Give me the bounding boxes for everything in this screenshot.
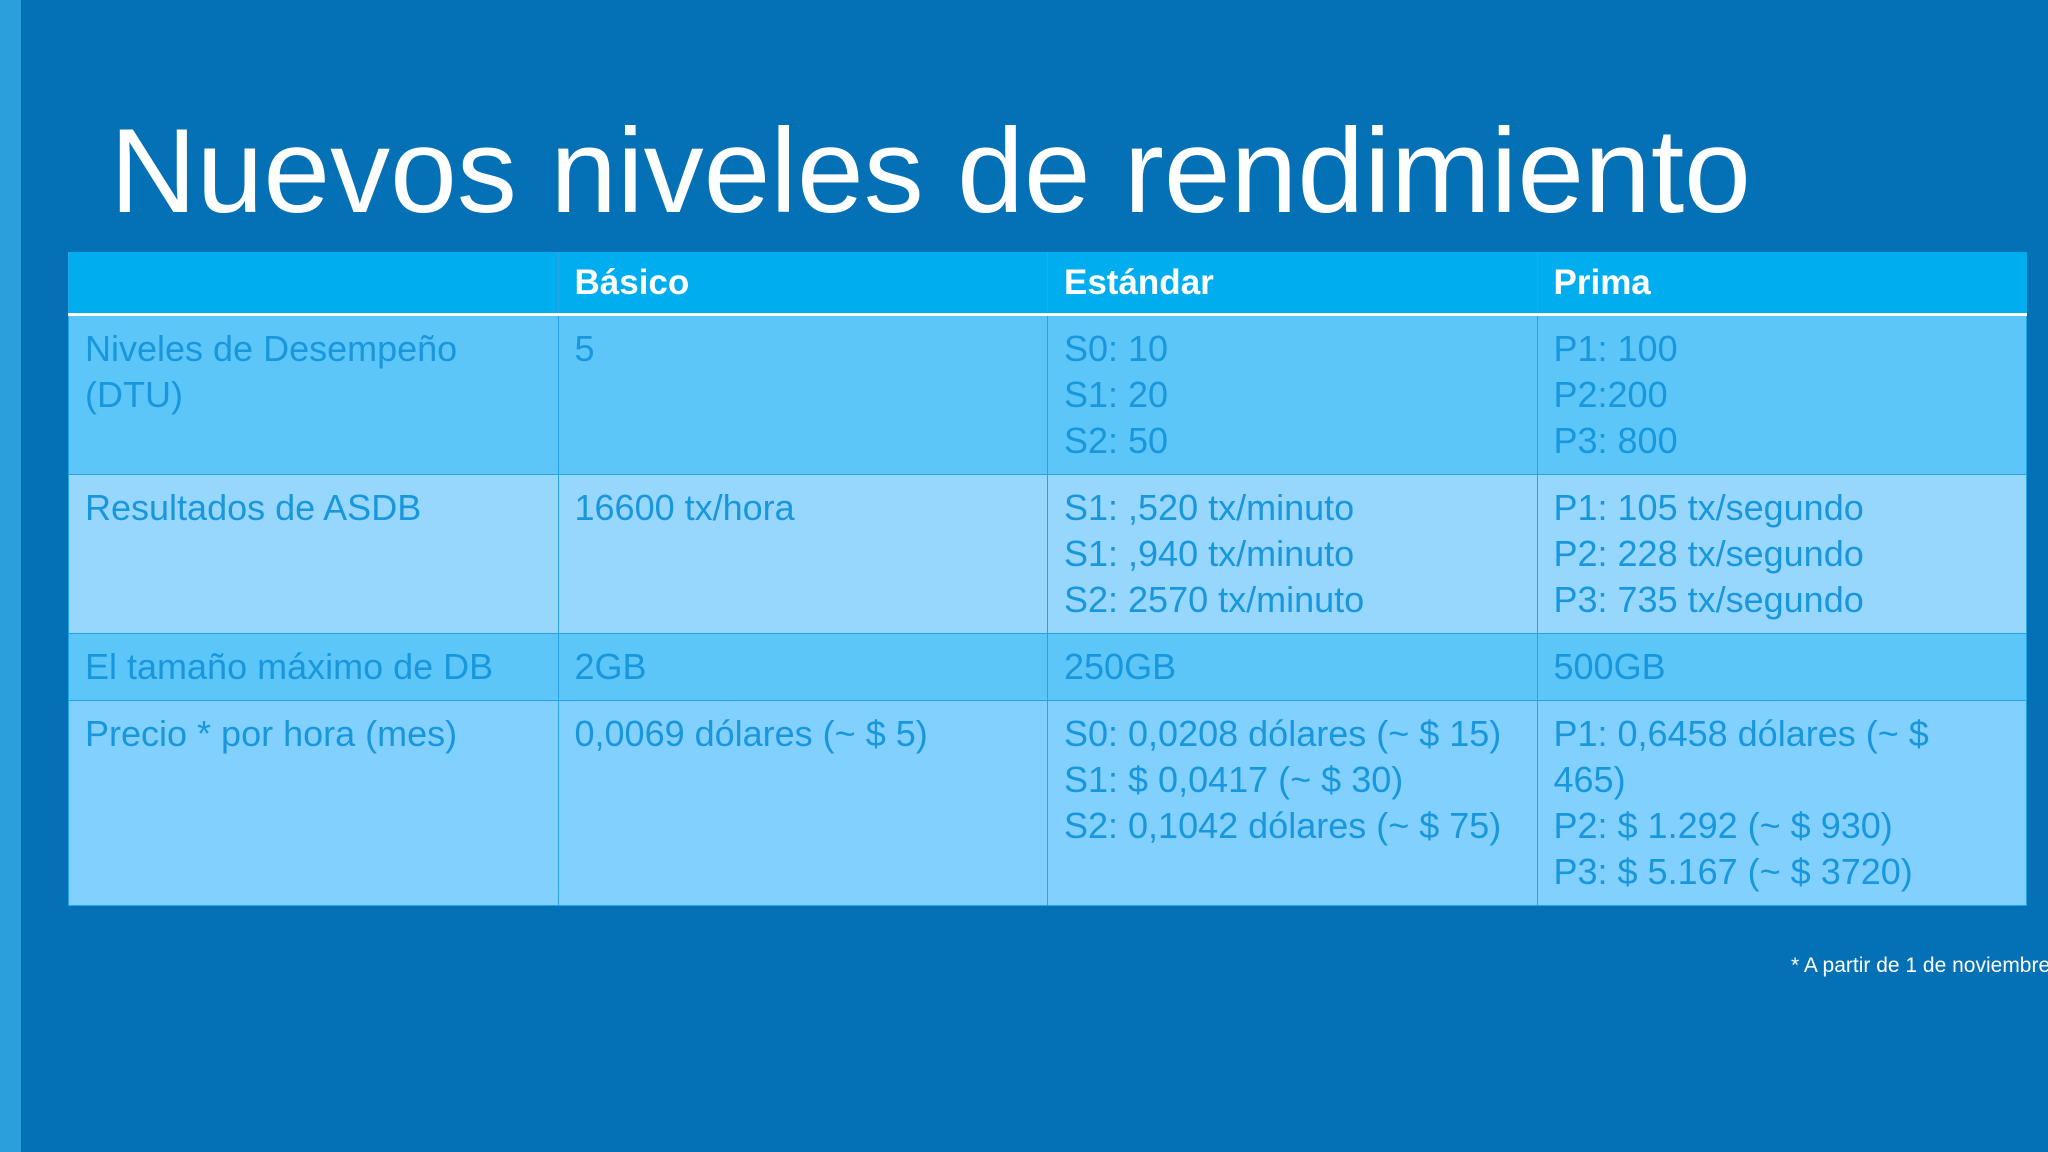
cell-text: (DTU) [85,374,183,415]
cell-text: 0,0069 dólares (~ $ 5) [574,713,928,754]
cell-text: Resultados de ASDB [85,487,422,528]
basic-cell: 2GB [557,633,1048,701]
cell-text: P2:200 [1553,374,1668,415]
row-label-cell: Niveles de Desempeño (DTU) [68,314,559,475]
premium-cell: P1: 100 P2:200 P3: 800 [1536,314,2027,475]
slide-title: Nuevos niveles de rendimiento [110,104,1751,238]
cell-text: P3: 735 tx/segundo [1553,579,1864,620]
cell-text: Precio * por hora (mes) [85,713,458,754]
row-label-cell: Precio * por hora (mes) [68,700,559,906]
basic-cell: 16600 tx/hora [557,474,1048,634]
cell-text: P2: $ 1.292 (~ $ 930) [1553,805,1893,846]
standard-cell: S0: 0,0208 dólares (~ $ 15) S1: $ 0,0417… [1047,700,1538,906]
standard-cell: S1: ,520 tx/minuto S1: ,940 tx/minuto S2… [1047,474,1538,634]
header-empty [68,252,558,316]
cell-text: S2: 0,1042 dólares (~ $ 75) [1064,805,1502,846]
cell-text: El tamaño máximo de DB [85,646,494,687]
header-premium: Prima [1536,252,2027,316]
cell-text: P2: 228 tx/segundo [1553,533,1864,574]
standard-cell: 250GB [1047,633,1538,701]
cell-text: S1: ,940 tx/minuto [1064,533,1355,574]
cell-text: P3: $ 5.167 (~ $ 3720) [1553,851,1913,892]
cell-text: S0: 0,0208 dólares (~ $ 15) [1064,713,1502,754]
cell-text: Niveles de Desempeño [85,328,458,369]
left-accent-strip [0,0,21,1152]
cell-text: 250GB [1064,646,1177,687]
header-basic: Básico [557,252,1048,316]
basic-cell: 5 [557,314,1048,475]
cell-text: S1: $ 0,0417 (~ $ 30) [1064,759,1404,800]
cell-text: S0: 10 [1064,328,1169,369]
table-header-row: Básico Estándar Prima [68,252,2027,316]
row-label-cell: Resultados de ASDB [68,474,559,634]
cell-text: P1: 100 [1553,328,1678,369]
table-row: El tamaño máximo de DB 2GB 250GB 500GB [68,633,2027,701]
cell-text: P1: 0,6458 dólares (~ $ 465) [1553,713,1929,800]
cell-text: 5 [574,328,595,369]
standard-cell: S0: 10 S1: 20 S2: 50 [1047,314,1538,475]
premium-cell: P1: 0,6458 dólares (~ $ 465) P2: $ 1.292… [1536,700,2027,906]
cell-text: S2: 2570 tx/minuto [1064,579,1365,620]
table-row: Resultados de ASDB 16600 tx/hora S1: ,52… [68,474,2027,634]
footnote: * A partir de 1 de noviembre [1791,954,2048,977]
row-label-cell: El tamaño máximo de DB [68,633,559,701]
cell-text: S2: 50 [1064,420,1169,461]
pricing-tier-table: Básico Estándar Prima Niveles de Desempe… [68,252,2027,906]
table-row: Precio * por hora (mes) 0,0069 dólares (… [68,700,2027,906]
cell-text: S1: 20 [1064,374,1169,415]
cell-text: P1: 105 tx/segundo [1553,487,1864,528]
header-standard: Estándar [1047,252,1537,316]
cell-text: 500GB [1553,646,1666,687]
cell-text: P3: 800 [1553,420,1678,461]
cell-text: 16600 tx/hora [574,487,795,528]
table-row: Niveles de Desempeño (DTU) 5 S0: 10 S1: … [68,314,2027,475]
cell-text: S1: ,520 tx/minuto [1064,487,1355,528]
premium-cell: P1: 105 tx/segundo P2: 228 tx/segundo P3… [1536,474,2027,634]
premium-cell: 500GB [1536,633,2027,701]
basic-cell: 0,0069 dólares (~ $ 5) [557,700,1048,906]
cell-text: 2GB [574,646,647,687]
